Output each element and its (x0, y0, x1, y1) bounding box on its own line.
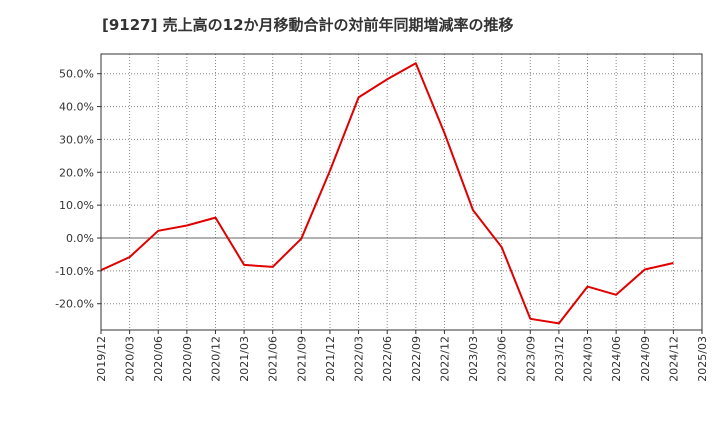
data-point (529, 318, 531, 320)
x-tick-label: 2023/03 (467, 336, 480, 382)
data-point (129, 256, 131, 258)
data-point (300, 238, 302, 240)
data-point (501, 246, 503, 248)
x-tick-label: 2021/09 (295, 336, 308, 382)
data-point (672, 262, 674, 264)
data-point (415, 62, 417, 64)
chart-title: [9127] 売上高の12か月移動合計の対前年同期増減率の推移 (102, 16, 514, 34)
x-tick-label: 2021/12 (324, 336, 337, 382)
x-tick-label: 2019/12 (95, 336, 108, 382)
x-tick-label: 2024/06 (610, 336, 623, 382)
x-tick-label: 2020/12 (209, 336, 222, 382)
data-point (157, 230, 159, 232)
y-tick-label: 40.0% (59, 101, 94, 114)
x-tick-label: 2021/03 (238, 336, 251, 382)
x-tick-label: 2022/06 (381, 336, 394, 382)
x-tick-label: 2024/12 (667, 336, 680, 382)
data-point (329, 170, 331, 172)
series-line (100, 62, 674, 325)
y-tick-label: -10.0% (55, 265, 94, 278)
x-tick-label: 2024/09 (639, 336, 652, 382)
x-tick-label: 2023/09 (524, 336, 537, 382)
x-tick-label: 2023/06 (496, 336, 509, 382)
data-point (358, 96, 360, 98)
data-point (186, 225, 188, 227)
x-tick-label: 2025/03 (696, 336, 709, 382)
x-tick-label: 2022/09 (410, 336, 423, 382)
series-layer (100, 62, 674, 325)
data-point (443, 132, 445, 134)
data-point (615, 294, 617, 296)
data-point (558, 322, 560, 324)
x-tick-label: 2022/12 (438, 336, 451, 382)
data-point (644, 269, 646, 271)
y-tick-label: 0.0% (66, 232, 94, 245)
x-tick-label: 2024/03 (582, 336, 595, 382)
y-tick-label: 10.0% (59, 199, 94, 212)
x-tick-label: 2021/06 (267, 336, 280, 382)
data-point (243, 264, 245, 266)
y-tick-label: -20.0% (55, 298, 94, 311)
x-tick-label: 2020/03 (124, 336, 137, 382)
y-axis-ticks: -20.0% -10.0% 0.0% 10.0% 20.0% 30.0% 40.0% 50.0… (55, 68, 101, 311)
x-tick-label: 2023/12 (553, 336, 566, 382)
data-point (472, 209, 474, 211)
x-tick-label: 2020/06 (152, 336, 165, 382)
x-axis-ticks: 2019/12 2020/03 2020/06 2020/09 2020/12 2021/… (95, 330, 709, 382)
data-point (386, 78, 388, 80)
x-tick-label: 2020/09 (181, 336, 194, 382)
plot-frame (100, 53, 703, 331)
data-point (587, 286, 589, 288)
x-tick-label: 2022/03 (353, 336, 366, 382)
y-tick-label: 50.0% (59, 68, 94, 81)
y-tick-label: 30.0% (59, 133, 94, 146)
grid (101, 54, 702, 330)
y-tick-label: 20.0% (59, 166, 94, 179)
data-point (272, 266, 274, 268)
data-point (214, 217, 216, 219)
